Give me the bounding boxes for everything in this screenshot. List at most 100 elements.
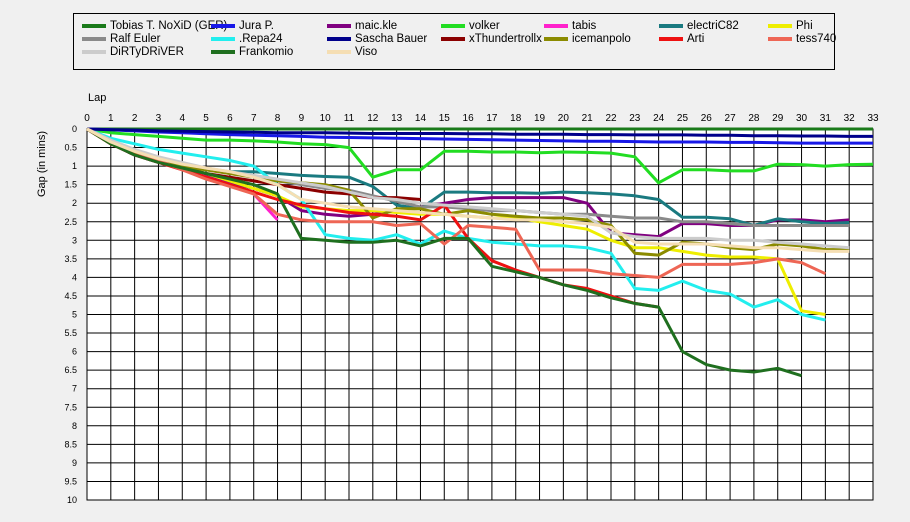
x-tick-label: 9 xyxy=(299,113,305,124)
chart-series xyxy=(86,127,874,378)
x-tick-label: 19 xyxy=(534,113,546,124)
legend-swatch xyxy=(544,24,568,28)
y-tick-label: 5.5 xyxy=(64,328,77,338)
x-tick-label: 11 xyxy=(344,113,355,124)
legend-swatch xyxy=(768,37,792,41)
x-tick-label: 26 xyxy=(701,113,713,124)
legend-swatch xyxy=(211,50,235,54)
x-tick-label: 6 xyxy=(227,113,233,124)
legend-label: maic.kle xyxy=(355,20,398,32)
legend-label: volker xyxy=(469,20,500,32)
x-tick-label: 20 xyxy=(558,113,570,124)
y-tick-label: 3 xyxy=(72,235,77,245)
x-tick-label: 22 xyxy=(605,113,617,124)
y-tick-label: 5 xyxy=(72,310,77,320)
legend-label: xThundertrollx xyxy=(469,33,542,45)
x-tick-label: 2 xyxy=(132,113,138,124)
x-tick-label: 4 xyxy=(179,113,185,124)
legend-label: Tobias T. NoXiD (GER) xyxy=(110,20,228,32)
x-tick-label: 24 xyxy=(653,113,665,124)
legend-label: tabis xyxy=(572,20,597,32)
chart-grid xyxy=(86,128,874,501)
y-tick-label: 2 xyxy=(72,198,77,208)
legend-swatch xyxy=(768,24,792,28)
y-tick-label: 3.5 xyxy=(64,254,77,264)
legend-swatch xyxy=(211,24,235,28)
y-tick-label: 7 xyxy=(72,384,77,394)
y-axis-title: Gap (in mins) xyxy=(36,131,48,197)
x-tick-label: 7 xyxy=(251,113,257,124)
legend-swatch xyxy=(327,37,351,41)
y-tick-label: 2.5 xyxy=(64,217,77,227)
x-tick-label: 16 xyxy=(463,113,475,124)
series-line-maic-kle xyxy=(86,127,850,239)
y-axis-ticks: 0 0.5 1 1.5 2 2.5 3 3.5 4 4.5 5 5.5 6 6.5 7 7.5 8 8.5 9 9.5… xyxy=(64,124,77,505)
legend-swatch xyxy=(659,24,683,28)
series-line-volker xyxy=(86,127,874,185)
legend-swatch xyxy=(211,37,235,41)
y-tick-label: 6.5 xyxy=(64,365,77,375)
x-tick-label: 5 xyxy=(203,113,209,124)
x-tick-label: 3 xyxy=(156,113,162,124)
x-tick-label: 17 xyxy=(486,113,498,124)
x-tick-label: 33 xyxy=(867,113,879,124)
legend-swatch xyxy=(327,24,351,28)
legend-label: .Repa24 xyxy=(239,33,283,45)
series-line-sascha-bauer xyxy=(86,127,873,138)
x-axis-title: Lap xyxy=(88,92,106,104)
x-tick-label: 30 xyxy=(796,113,808,124)
legend-label: tess740 xyxy=(796,33,837,45)
y-tick-label: 8.5 xyxy=(64,439,77,449)
y-tick-label: 9.5 xyxy=(64,476,77,486)
legend-label: Jura P. xyxy=(239,20,274,32)
legend-swatch xyxy=(82,24,106,28)
x-tick-label: 25 xyxy=(677,113,689,124)
x-tick-label: 10 xyxy=(320,113,332,124)
x-tick-label: 13 xyxy=(391,113,403,124)
x-axis-ticks: 0 1 2 3 4 5 6 7 8 9 10 11 12 13 14 15 16 17 18 19 20 21 22 23 24… xyxy=(84,113,879,124)
chart-legend: Tobias T. NoXiD (GER) Jura P. maic.kle volk… xyxy=(73,13,837,70)
x-tick-label: 15 xyxy=(439,113,451,124)
x-tick-label: 0 xyxy=(84,113,90,124)
legend-swatch xyxy=(441,24,465,28)
x-tick-label: 29 xyxy=(772,113,784,124)
legend-label: Frankomio xyxy=(239,46,294,58)
series-line-frankomio xyxy=(86,127,802,378)
y-tick-label: 10 xyxy=(67,495,77,505)
series-line-viso xyxy=(86,127,850,253)
y-tick-label: 8 xyxy=(72,421,77,431)
y-tick-label: 4.5 xyxy=(64,291,77,301)
x-tick-label: 23 xyxy=(629,113,641,124)
legend-label: icemanpolo xyxy=(572,33,631,45)
series-line-tess740 xyxy=(86,127,827,279)
y-tick-label: 7.5 xyxy=(64,402,77,412)
y-tick-label: 0.5 xyxy=(64,143,77,153)
legend-swatch xyxy=(544,37,568,41)
y-tick-label: 1.5 xyxy=(64,180,77,190)
x-tick-label: 18 xyxy=(510,113,522,124)
legend-label: DiRTyDRiVER xyxy=(110,46,184,58)
legend-swatch xyxy=(441,37,465,41)
x-tick-label: 12 xyxy=(367,113,379,124)
legend-swatch xyxy=(82,37,106,41)
legend-label: Arti xyxy=(687,33,705,45)
legend-label: Sascha Bauer xyxy=(355,33,428,45)
legend-swatch xyxy=(659,37,683,41)
y-tick-label: 0 xyxy=(72,124,77,134)
legend-label: Ralf Euler xyxy=(110,33,161,45)
x-tick-label: 8 xyxy=(275,113,281,124)
legend-label: Phi xyxy=(796,20,813,32)
legend-swatch xyxy=(82,50,106,54)
legend-swatch xyxy=(327,50,351,54)
x-tick-label: 28 xyxy=(748,113,760,124)
x-tick-label: 21 xyxy=(582,113,594,124)
series-line-jura-p xyxy=(86,127,873,145)
legend-label: electriC82 xyxy=(687,20,739,32)
x-tick-label: 27 xyxy=(725,113,737,124)
x-tick-label: 14 xyxy=(415,113,427,124)
legend-label: Viso xyxy=(355,46,378,58)
x-tick-label: 1 xyxy=(108,113,114,124)
y-tick-label: 9 xyxy=(72,458,77,468)
y-tick-label: 1 xyxy=(72,161,77,171)
